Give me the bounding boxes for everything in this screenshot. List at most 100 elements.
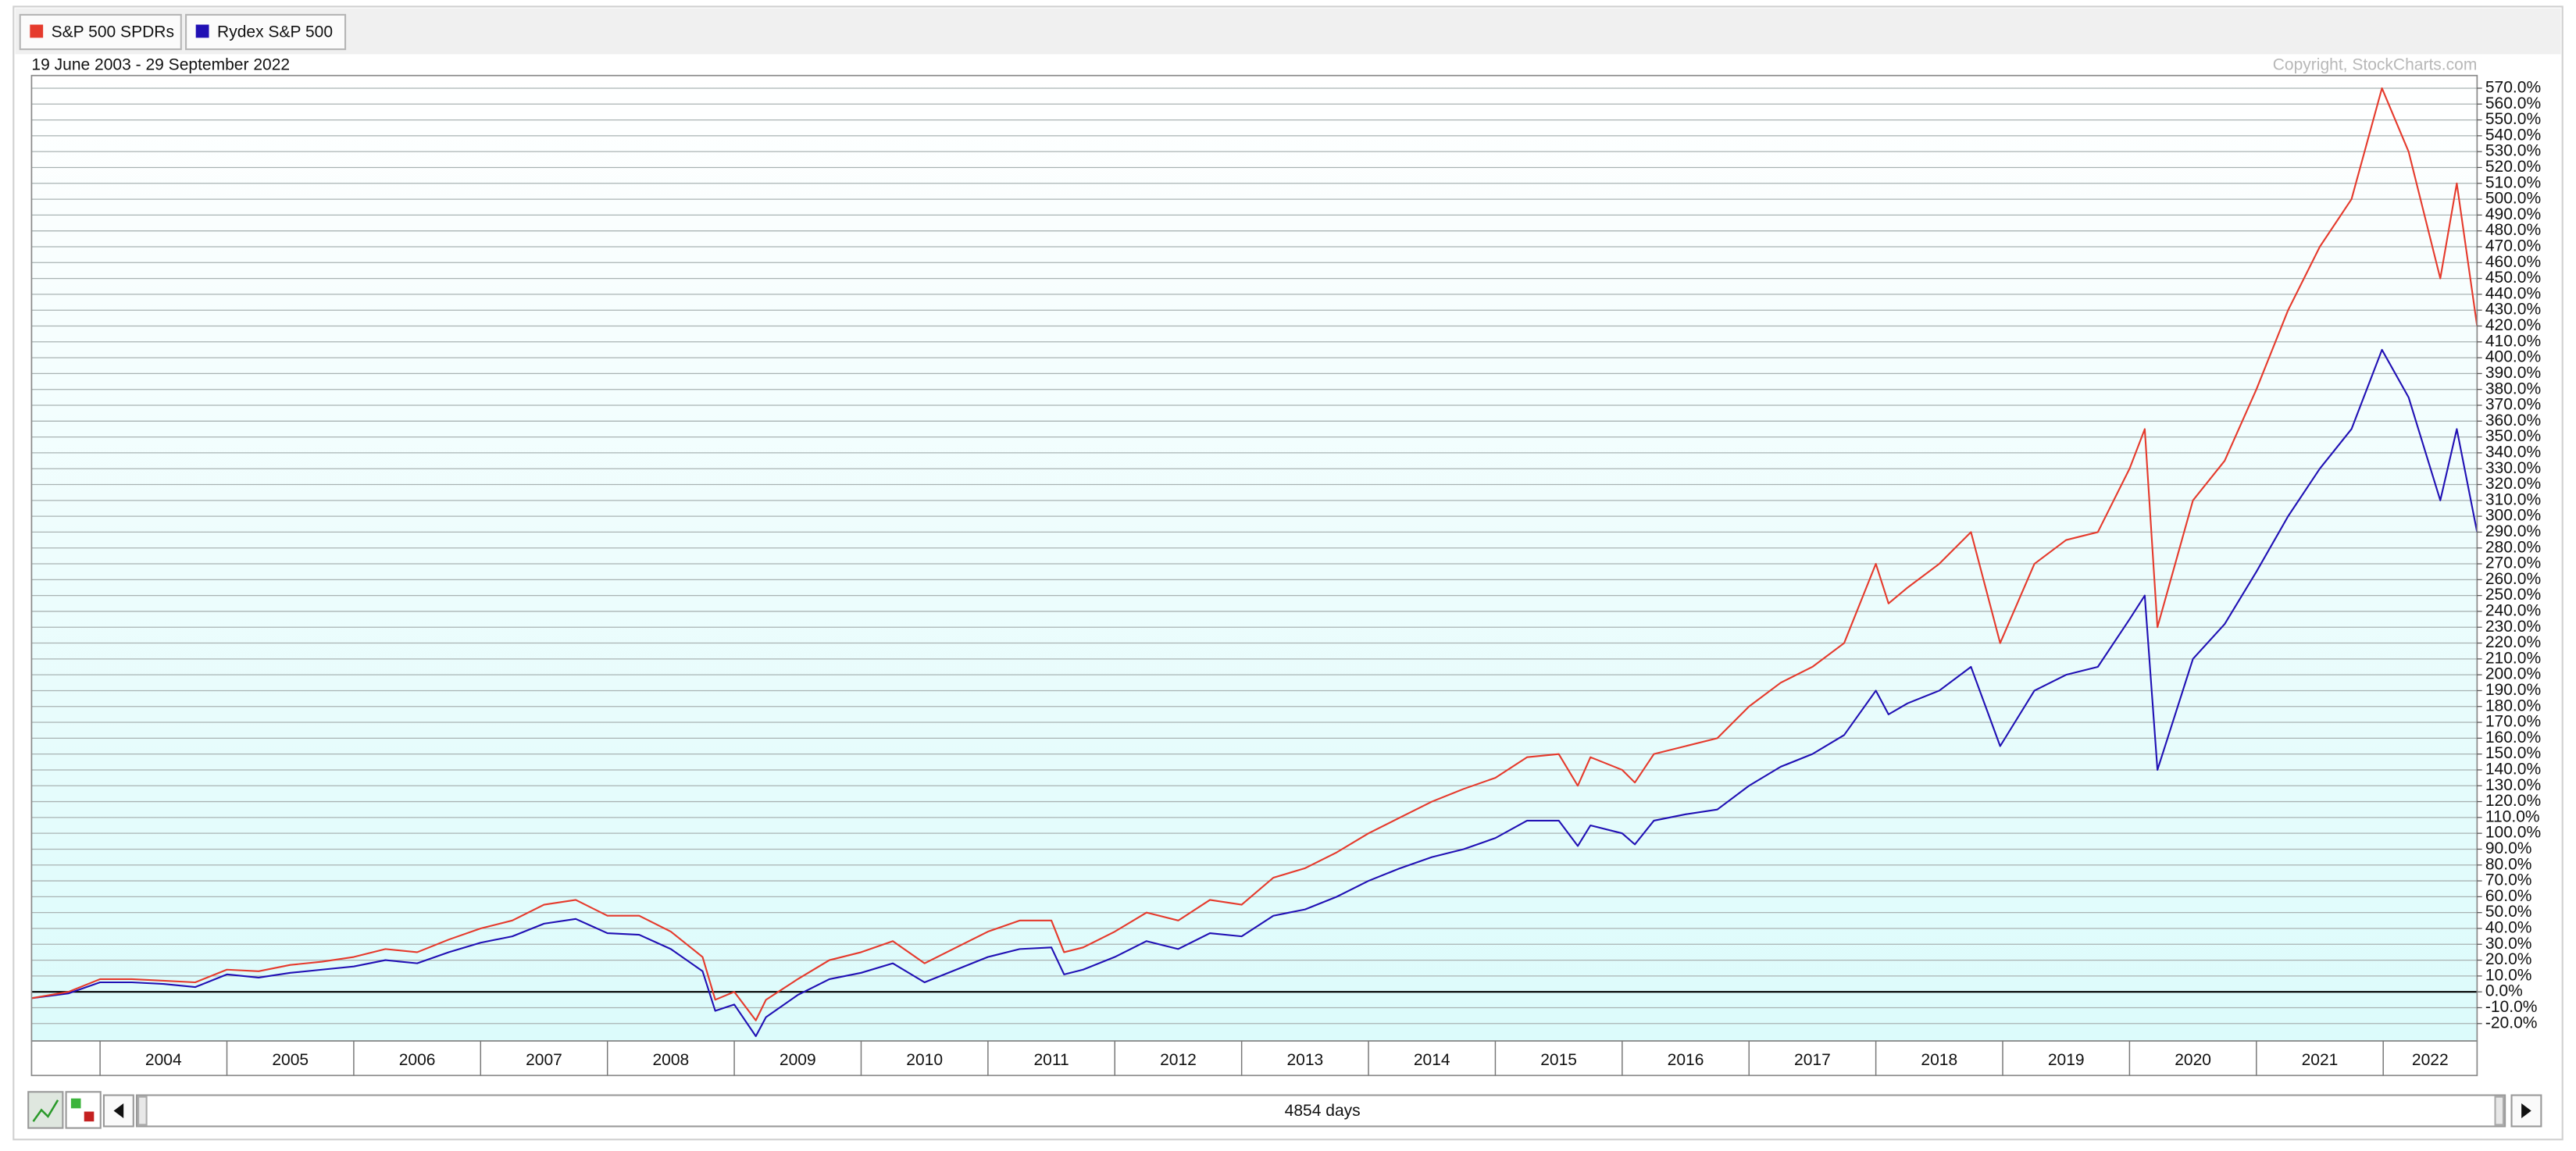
y-tick-label: 510.0% [2485,173,2541,191]
x-tick-label: 2013 [1286,1051,1323,1069]
series-line [31,87,2478,1021]
x-tick-label: 2015 [1540,1051,1577,1069]
y-tick-label: 440.0% [2485,284,2541,302]
x-tick-label: 2010 [906,1051,943,1069]
legend: S&P 500 SPDRs Rydex S&P 500 [19,13,347,51]
legend-swatch [30,24,44,38]
y-tick-label: 200.0% [2485,665,2541,683]
y-tick-label: 220.0% [2485,633,2541,651]
y-tick-label: 540.0% [2485,126,2541,144]
series-line [31,348,2478,1038]
y-tick-label: 330.0% [2485,459,2541,477]
x-tick-label: 2018 [1921,1051,1957,1069]
y-tick-label: 130.0% [2485,776,2541,794]
line-chart-button[interactable] [27,1091,64,1129]
x-tick-label: 2019 [2048,1051,2085,1069]
y-tick-label: 20.0% [2485,950,2532,968]
y-tick-label: 400.0% [2485,348,2541,366]
y-tick-label: 140.0% [2485,761,2541,779]
y-tick-label: 340.0% [2485,443,2541,461]
controls: 4854 days [27,1091,2542,1129]
y-tick-label: 260.0% [2485,570,2541,588]
y-tick-label: 30.0% [2485,935,2532,953]
x-tick-label: 2020 [2175,1051,2211,1069]
y-tick-label: 460.0% [2485,253,2541,271]
x-tick-label: 2016 [1668,1051,1704,1069]
y-tick-label: 490.0% [2485,205,2541,223]
x-axis: 2004 2005 2006 2007 2008 2009 2010 2011 2012 2013… [99,1041,2449,1076]
x-tick-label: 2017 [1794,1051,1831,1069]
y-tick-label: 530.0% [2485,142,2541,160]
y-tick-label: 430.0% [2485,301,2541,319]
y-tick-label: 480.0% [2485,221,2541,239]
icon [2521,1103,2531,1118]
y-tick-label: 40.0% [2485,919,2532,937]
y-tick-label: 170.0% [2485,713,2541,731]
y-tick-label: 230.0% [2485,618,2541,636]
grid [31,87,2478,1024]
y-tick-label: 420.0% [2485,316,2541,334]
y-tick-label: 0.0% [2485,982,2523,1000]
legend-button[interactable] [185,13,347,51]
y-tick-label: 240.0% [2485,601,2541,619]
y-tick-label: 90.0% [2485,839,2532,857]
plot-area [31,75,2478,1042]
y-tick-label: 150.0% [2485,744,2541,762]
x-tick-label: 2022 [2412,1051,2449,1069]
icon [113,1103,124,1118]
y-tick-label: 390.0% [2485,364,2541,382]
x-tick-label: 2009 [780,1051,816,1069]
y-tick-label: 360.0% [2485,412,2541,429]
y-tick-label: 120.0% [2485,792,2541,810]
y-tick-label: 80.0% [2485,855,2532,873]
y-tick-label: 290.0% [2485,522,2541,540]
y-tick-label: 570.0% [2485,79,2541,97]
x-axis-strip [30,1040,2478,1077]
y-tick-label: 300.0% [2485,507,2541,525]
y-tick-label: 60.0% [2485,887,2532,905]
y-tick-label: 310.0% [2485,490,2541,508]
scrollbar-label: 4854 days [1285,1102,1361,1120]
y-tick-label: 450.0% [2485,269,2541,287]
y-tick-label: 350.0% [2485,427,2541,445]
legend-button[interactable] [19,13,182,51]
y-tick-label: 160.0% [2485,729,2541,747]
scrollbar[interactable] [135,1094,2506,1128]
y-tick-label: 180.0% [2485,697,2541,714]
icon [32,1099,59,1122]
x-tick-label: 2006 [399,1051,436,1069]
x-tick-label: 2007 [526,1051,562,1069]
x-tick-label: 2004 [145,1051,182,1069]
y-tick-label: 270.0% [2485,554,2541,572]
date-range: 19 June 2003 - 29 September 2022 [31,56,290,74]
y-tick-label: 50.0% [2485,903,2532,921]
legend-label: Rydex S&P 500 [217,23,333,41]
x-tick-label: 2014 [1414,1051,1450,1069]
x-tick-label: 2008 [653,1051,690,1069]
y-tick-label: 280.0% [2485,538,2541,556]
scroll-handle[interactable] [137,1096,148,1126]
y-tick-label: 470.0% [2485,237,2541,255]
y-tick-label: 380.0% [2485,380,2541,397]
legend-swatch [195,24,209,38]
scroll-handle[interactable] [2494,1096,2505,1126]
y-axis: -20.0%-10.0%0.0%10.0%20.0%30.0%40.0%50.0… [2477,79,2541,1032]
x-tick-label: 2011 [1033,1051,1069,1069]
icon [70,1098,81,1109]
bar-chart-button[interactable] [65,1091,102,1129]
icon [84,1111,95,1122]
x-tick-label: 2012 [1160,1051,1197,1069]
y-tick-label: 370.0% [2485,396,2541,414]
lines [31,87,2478,1038]
y-tick-label: 560.0% [2485,94,2541,112]
x-tick-label: 2005 [272,1051,309,1069]
y-tick-label: 320.0% [2485,475,2541,493]
y-tick-label: -10.0% [2485,998,2538,1016]
y-tick-label: 100.0% [2485,824,2541,842]
y-tick-label: 550.0% [2485,110,2541,128]
copyright: Copyright, StockCharts.com [2273,56,2478,74]
y-tick-label: 210.0% [2485,649,2541,667]
x-tick-label: 2021 [2302,1051,2339,1069]
y-tick-label: -20.0% [2485,1014,2538,1032]
